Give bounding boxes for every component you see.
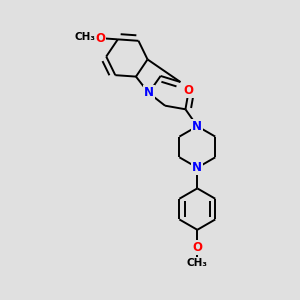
Text: N: N bbox=[192, 120, 202, 133]
Text: O: O bbox=[192, 241, 202, 254]
Text: N: N bbox=[144, 86, 154, 99]
Text: O: O bbox=[184, 84, 194, 98]
Text: O: O bbox=[95, 32, 105, 45]
Text: CH₃: CH₃ bbox=[74, 32, 95, 42]
Text: N: N bbox=[192, 161, 202, 174]
Text: CH₃: CH₃ bbox=[187, 258, 208, 268]
